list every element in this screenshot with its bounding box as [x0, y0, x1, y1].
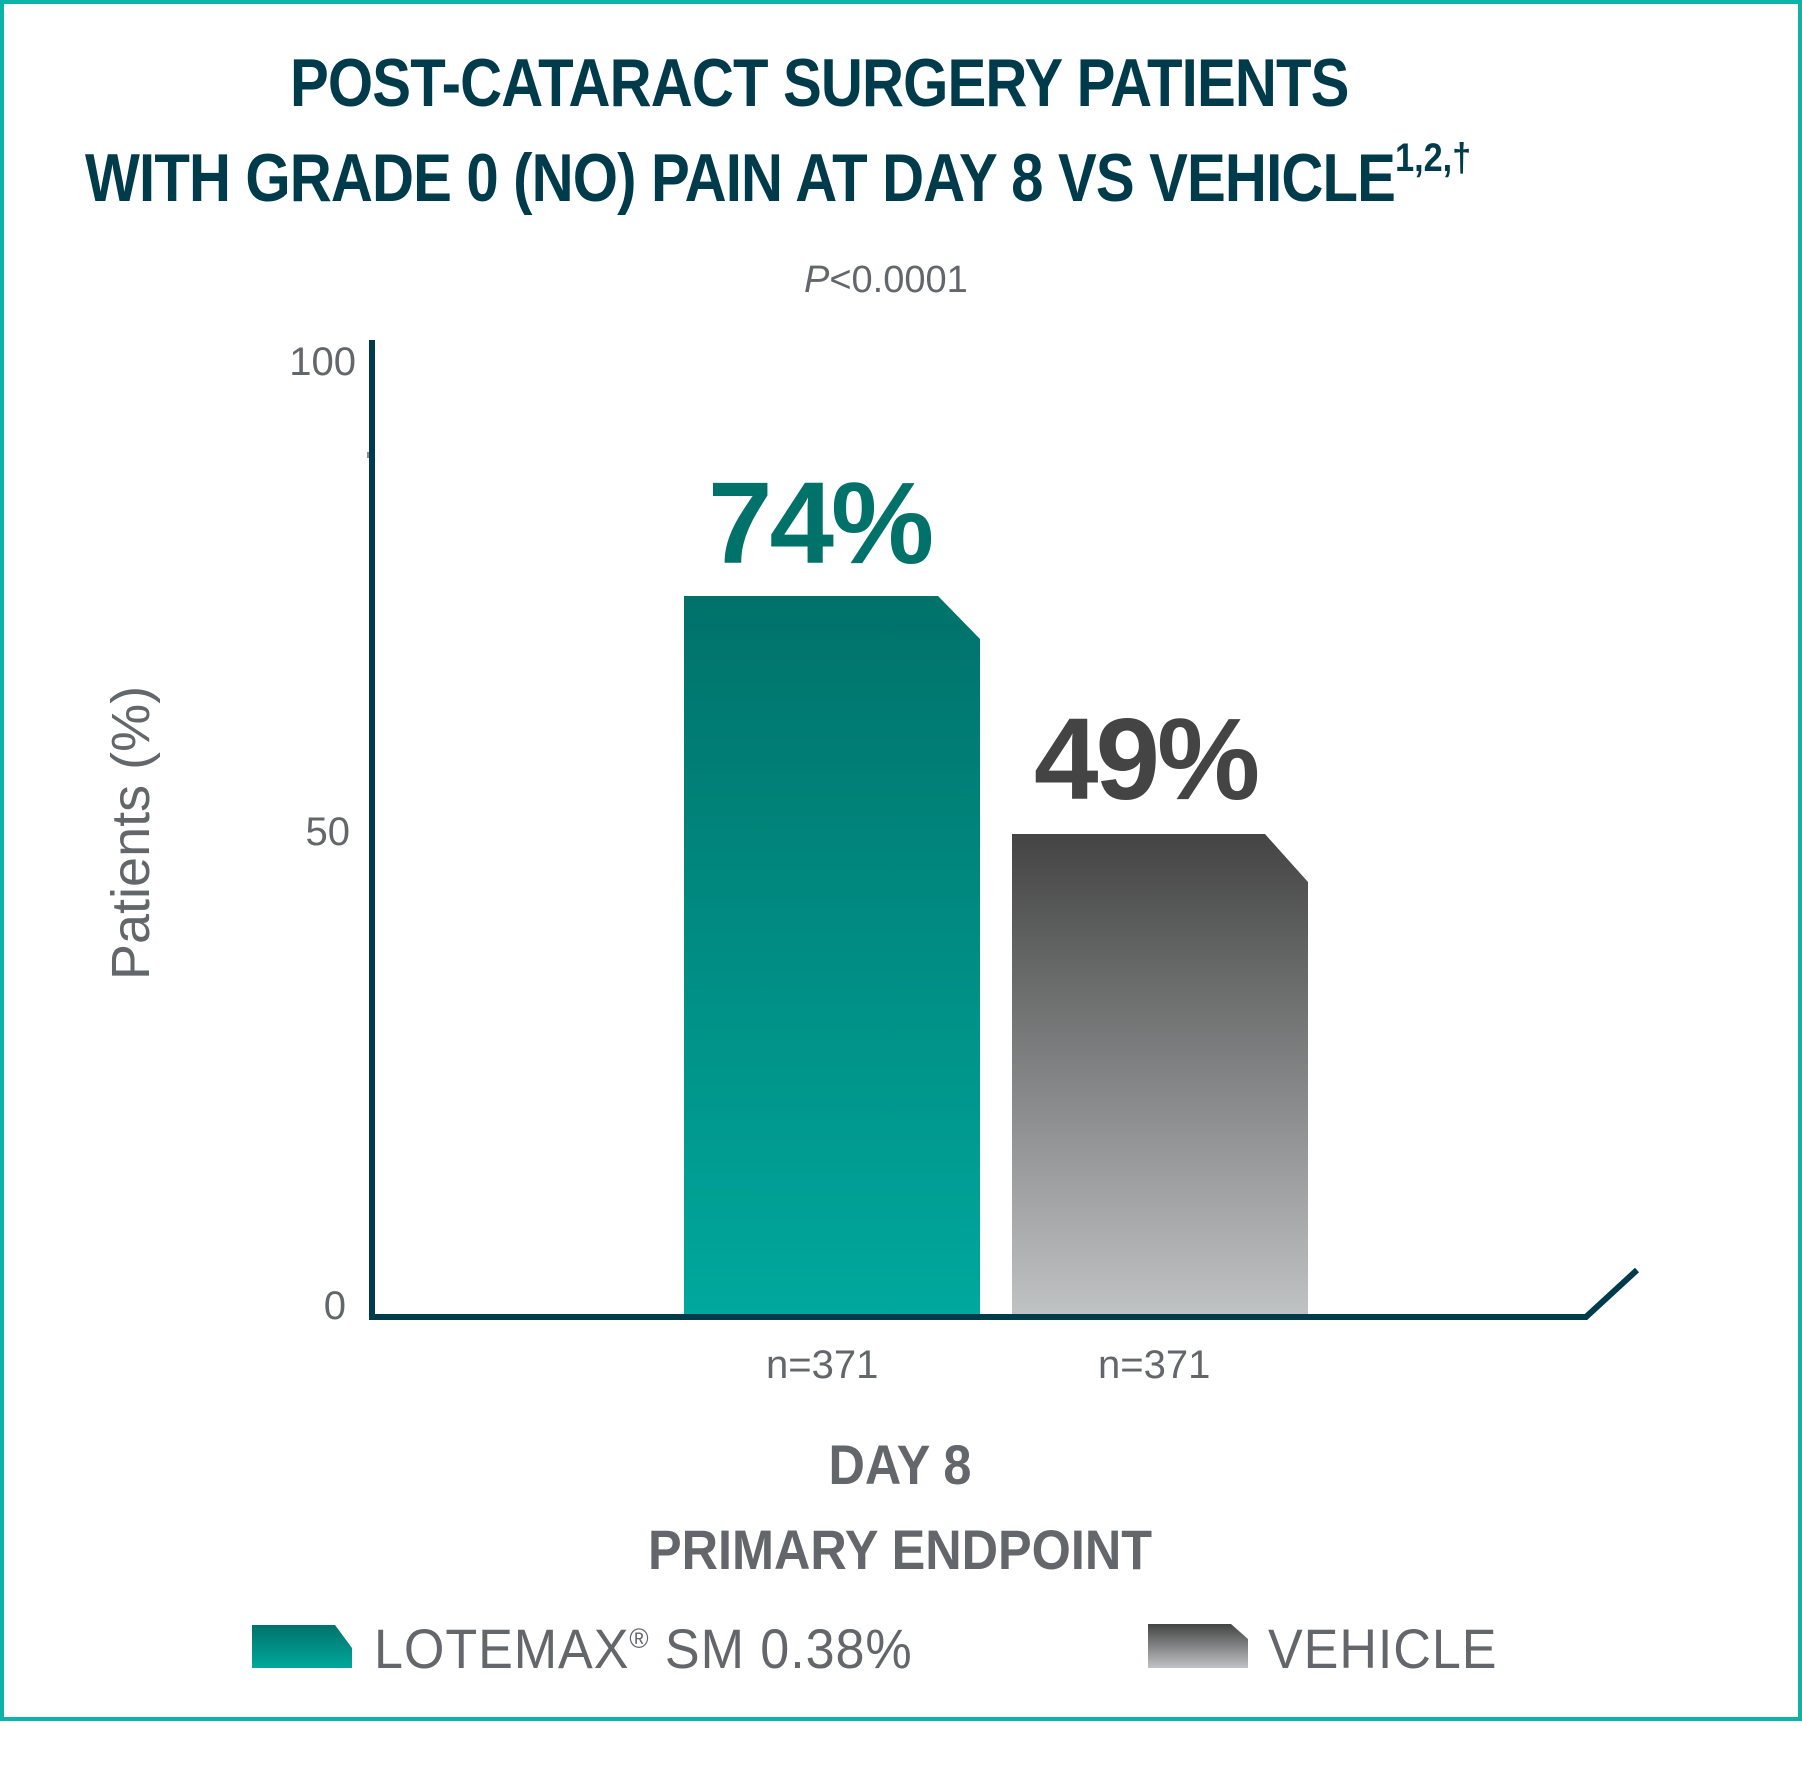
p-value-prefix: P — [804, 259, 830, 301]
chart-title-line1: POST-CATARACT SURGERY PATIENTS — [290, 49, 1349, 117]
x-category-line2: PRIMARY ENDPOINT — [647, 1518, 1153, 1581]
title-line2-text: WITH GRADE 0 (NO) PAIN AT DAY 8 VS VEHIC… — [85, 140, 1396, 216]
y-tick-50: 50 — [305, 810, 351, 854]
legend-item-vehicle: VEHICLE — [1268, 1617, 1498, 1680]
title-footnote-superscript: 1,2,† — [1395, 136, 1472, 180]
legend-lotemax-registered: ® — [629, 1623, 650, 1654]
legend-lotemax-main: LOTEMAX — [374, 1617, 630, 1680]
bar-value-lotemax: 74% — [708, 458, 934, 588]
p-value: P<0.0001 — [804, 259, 968, 302]
legend-swatch-lotemax — [252, 1625, 352, 1668]
y-minor-tick — [367, 452, 370, 458]
y-tick-0: 0 — [323, 1284, 346, 1328]
p-value-text: <0.0001 — [829, 259, 968, 301]
legend-lotemax-rest: SM 0.38% — [649, 1617, 913, 1680]
n-label-vehicle: n=371 — [1098, 1343, 1211, 1387]
legend-swatch-vehicle — [1148, 1624, 1248, 1668]
chart-title-line2: WITH GRADE 0 (NO) PAIN AT DAY 8 VS VEHIC… — [85, 138, 1471, 212]
n-label-lotemax: n=371 — [766, 1343, 879, 1387]
x-category-line1: DAY 8 — [828, 1433, 972, 1496]
y-tick-100: 100 — [289, 340, 356, 384]
bar-vehicle — [1012, 834, 1308, 1316]
bar-lotemax — [684, 596, 980, 1316]
legend-item-lotemax: LOTEMAX® SM 0.38% — [374, 1616, 913, 1681]
x-axis-line — [369, 1267, 1640, 1320]
chart-frame — [0, 0, 1802, 1721]
bar-value-vehicle: 49% — [1034, 694, 1260, 824]
title-line1-text: POST-CATARACT SURGERY PATIENTS — [290, 45, 1349, 121]
